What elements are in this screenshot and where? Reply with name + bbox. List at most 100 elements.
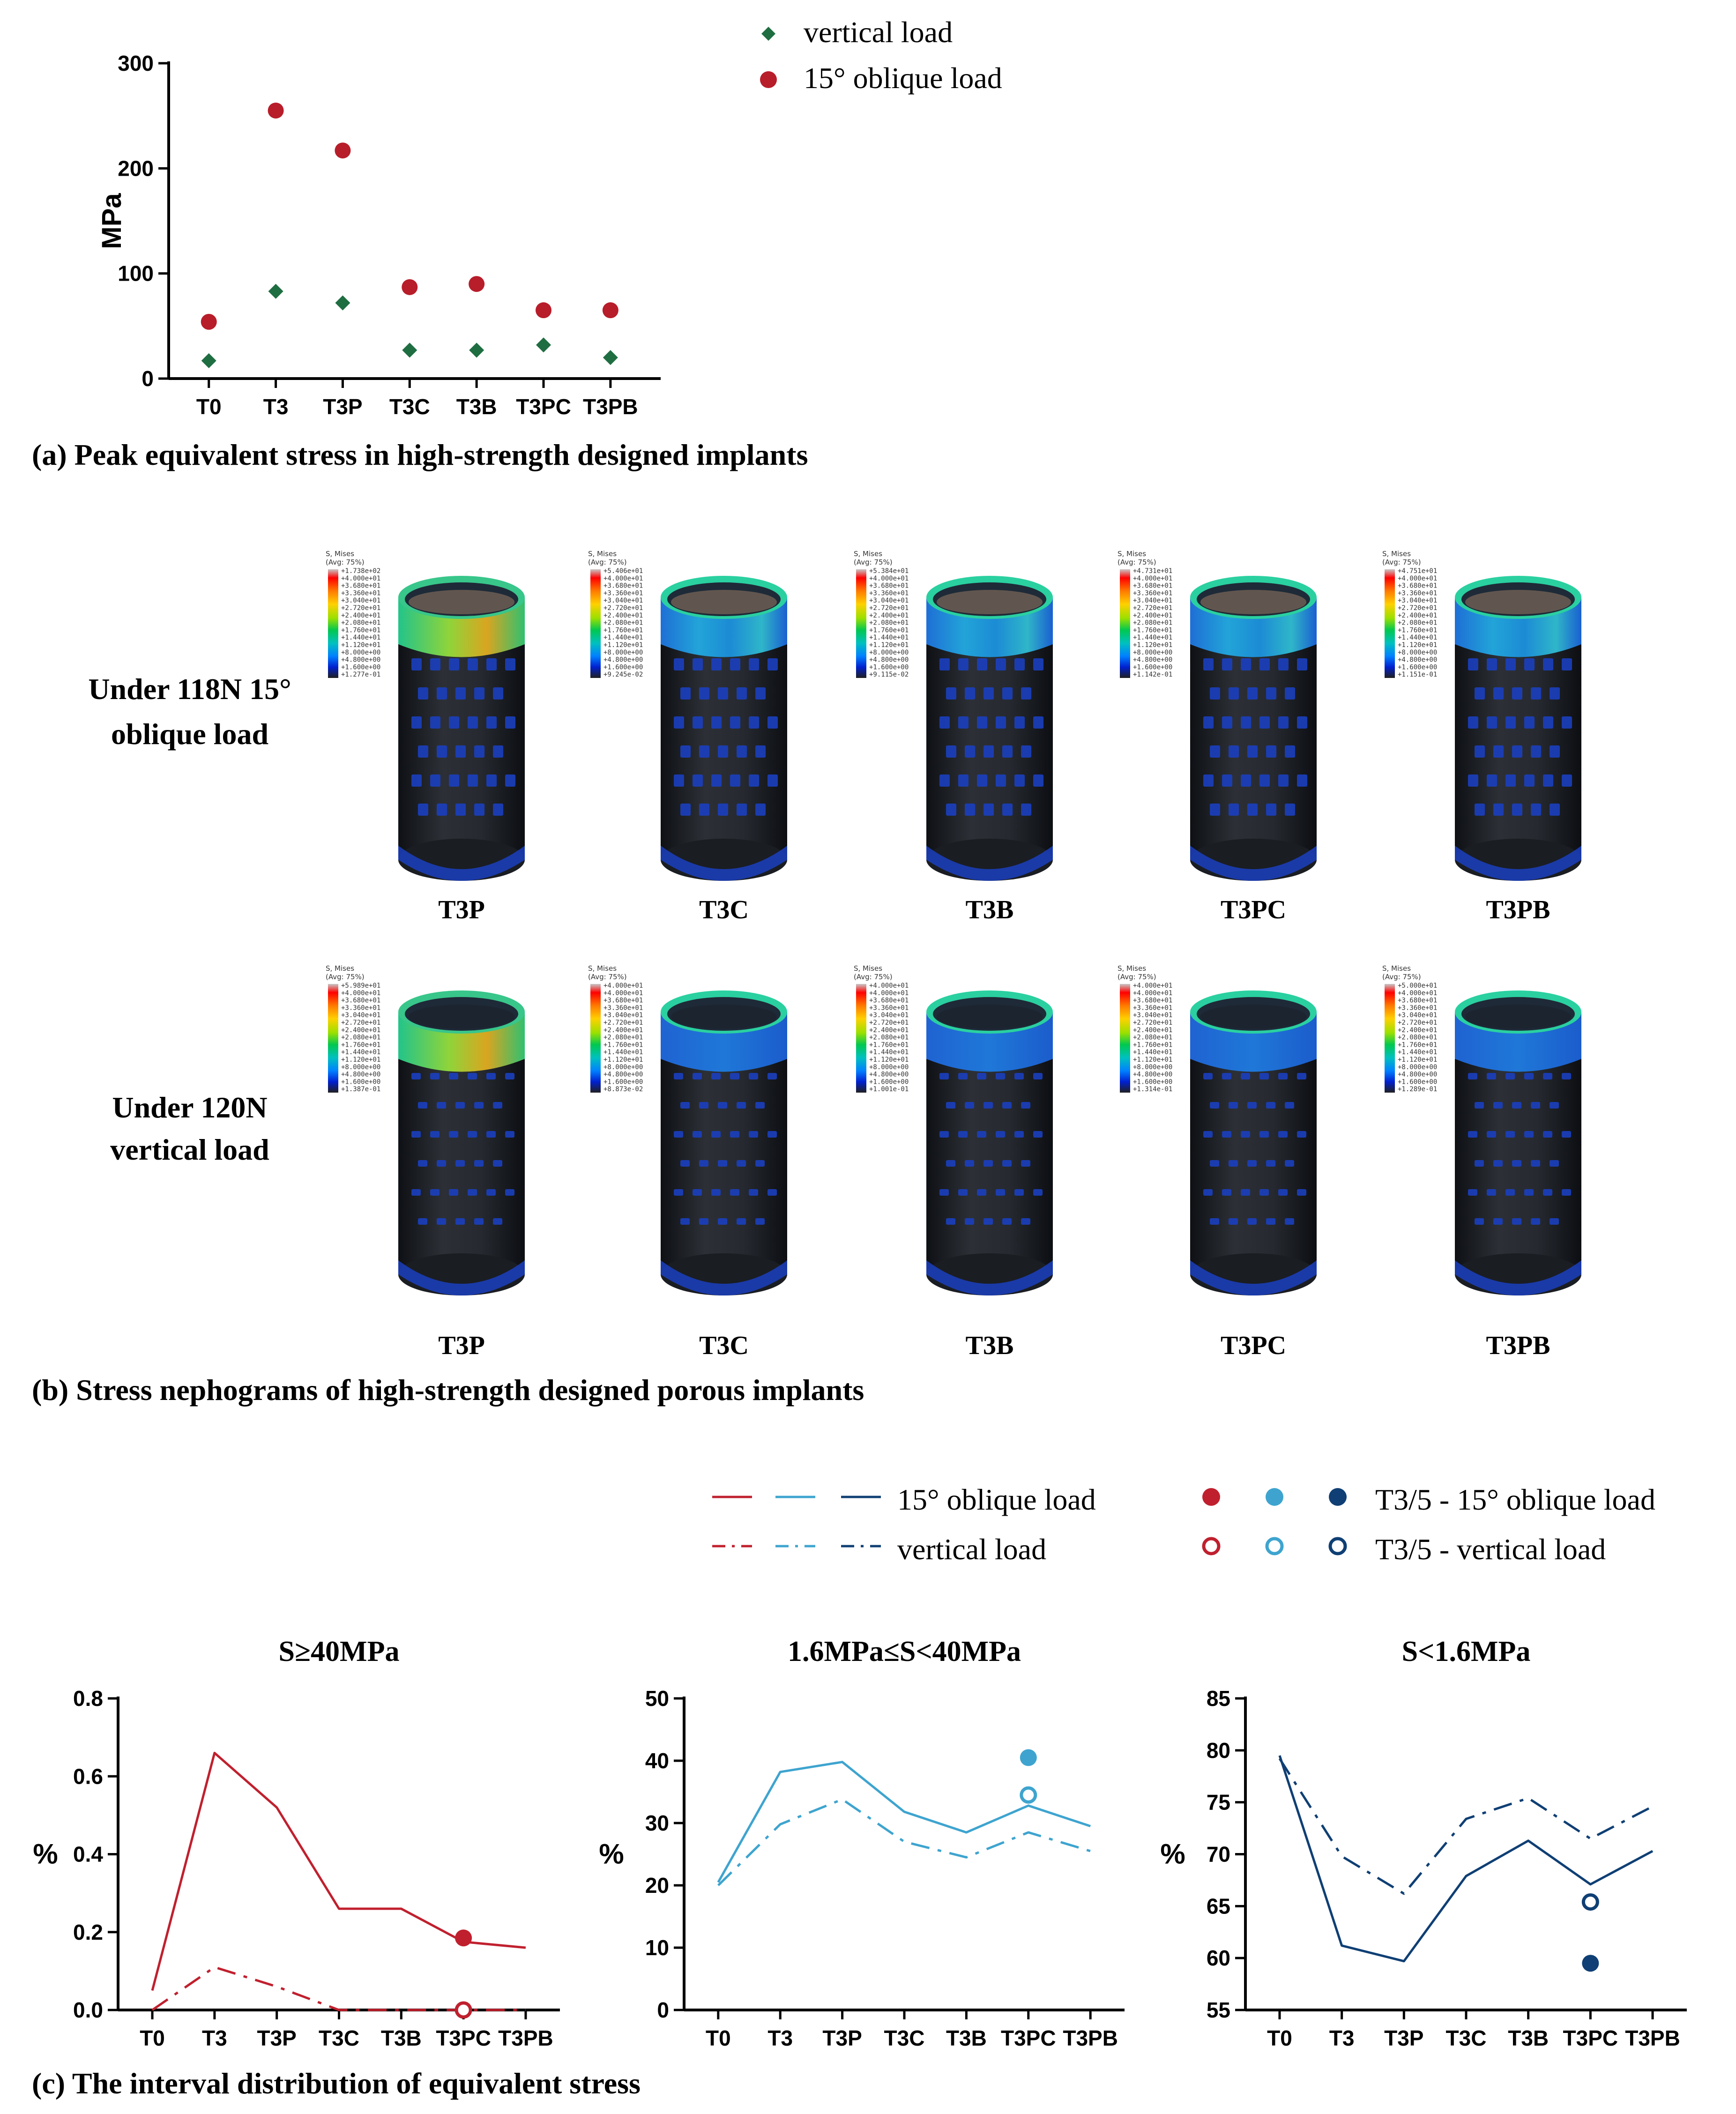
implant-pore bbox=[474, 1102, 484, 1109]
interval-chart-low: 55 60 65 70 75 80 85 T0 T3 T3P T3C T3B T3PC T3PB S<1.6… bbox=[1160, 1636, 1687, 2050]
implant-pore bbox=[1487, 1131, 1496, 1138]
implant-pore bbox=[755, 1102, 765, 1109]
implant-bottom-band bbox=[661, 846, 787, 881]
implant-pore bbox=[1512, 687, 1522, 700]
colorbar-value: +2.400e+01 bbox=[1133, 1027, 1172, 1034]
implant-pore bbox=[493, 804, 503, 816]
colorbar-value: +4.000e+01 bbox=[341, 575, 380, 582]
implant-pore bbox=[1468, 1073, 1477, 1079]
t35-oblique-point bbox=[1582, 1955, 1599, 1972]
colorbar-value: +2.720e+01 bbox=[1133, 1019, 1172, 1027]
colorbar-value: +2.400e+01 bbox=[1133, 612, 1172, 619]
oblique-load-point bbox=[335, 142, 351, 159]
panel-c-caption: (c) The interval distribution of equival… bbox=[32, 2067, 641, 2100]
implant-pore bbox=[1033, 658, 1043, 670]
nephogram-t3pb-oblique: S, Mises(Avg: 75%)+4.751e+01+4.000e+01+3… bbox=[1382, 550, 1581, 924]
colorbar-value: +4.000e+01 bbox=[869, 575, 909, 582]
colorbar-value: +2.080e+01 bbox=[1133, 619, 1172, 627]
colorbar-value: +1.600e+00 bbox=[341, 1078, 380, 1086]
colorbar-value: +4.000e+01 bbox=[869, 990, 909, 997]
implant-pore bbox=[486, 1131, 496, 1138]
colorbar-value: +1.120e+01 bbox=[341, 1056, 380, 1064]
y-tick-label: 10 bbox=[645, 1935, 669, 1960]
implant-pore bbox=[1278, 716, 1289, 729]
x-tick-label: T3PB bbox=[1063, 2026, 1118, 2050]
colorbar-value: +3.680e+01 bbox=[1398, 582, 1437, 590]
implant-inner-wall bbox=[1465, 590, 1571, 614]
chart-title: S≥40MPa bbox=[279, 1636, 400, 1667]
colorbar-value: +4.800e+00 bbox=[604, 656, 643, 664]
y-axis-label: % bbox=[33, 1839, 58, 1870]
implant-pore bbox=[711, 1073, 721, 1079]
colorbar-value: +2.400e+01 bbox=[604, 612, 643, 619]
x-tick-label: T3PC bbox=[1001, 2026, 1056, 2050]
implant-pore bbox=[711, 1131, 721, 1138]
implant-pore bbox=[939, 774, 950, 787]
implant-pore bbox=[977, 1073, 986, 1079]
implant-pore bbox=[1524, 1131, 1534, 1138]
colorbar-value: +2.720e+01 bbox=[869, 1019, 909, 1027]
x-tick-label: T3 bbox=[263, 395, 289, 419]
implant-pore bbox=[730, 1189, 739, 1196]
implant-pore bbox=[1512, 1218, 1521, 1225]
implant-pore bbox=[455, 1102, 465, 1109]
colorbar-value: +2.720e+01 bbox=[1133, 604, 1172, 612]
colorbar-value: +1.120e+01 bbox=[1133, 1056, 1172, 1064]
x-tick-label: T3PB bbox=[1625, 2026, 1680, 2050]
implant-pore bbox=[958, 716, 969, 729]
implant-pore bbox=[1505, 1131, 1515, 1138]
y-tick-label: 200 bbox=[118, 156, 154, 180]
implant-inner-wall bbox=[671, 590, 777, 614]
implant-pore bbox=[411, 774, 422, 787]
implant-pore bbox=[474, 687, 484, 700]
implant-label: T3C bbox=[699, 1331, 749, 1360]
implant-pore bbox=[1266, 804, 1276, 816]
y-tick-label: 0.2 bbox=[73, 1920, 103, 1944]
implant-pore bbox=[674, 1189, 683, 1196]
implant-pore bbox=[946, 1218, 955, 1225]
y-axis-label: % bbox=[1160, 1839, 1185, 1870]
colorbar-value: +3.040e+01 bbox=[341, 597, 380, 604]
implant-pore bbox=[1524, 716, 1535, 729]
nephogram-t3c-oblique: S, Mises(Avg: 75%)+5.406e+01+4.000e+01+3… bbox=[588, 550, 787, 924]
colorbar-value: +1.120e+01 bbox=[1398, 641, 1437, 649]
implant-pore bbox=[1222, 774, 1232, 787]
implant-pore bbox=[430, 1131, 440, 1138]
x-tick-label: T3B bbox=[946, 2026, 987, 2050]
colorbar-value: +8.000e+00 bbox=[1398, 649, 1437, 656]
colorbar-value: +1.760e+01 bbox=[1133, 626, 1172, 634]
implant-pore bbox=[1002, 745, 1013, 758]
implant-pore bbox=[730, 716, 740, 729]
x-tick-label: T3B bbox=[1508, 2026, 1549, 2050]
colorbar-value: +8.000e+00 bbox=[341, 649, 380, 656]
colorbar-value: +1.277e-01 bbox=[341, 671, 380, 678]
implant-pore bbox=[983, 804, 994, 816]
implant-pore bbox=[755, 745, 766, 758]
implant-pore bbox=[1493, 1160, 1503, 1167]
implant-pore bbox=[505, 658, 515, 670]
implant-pore bbox=[1241, 1073, 1250, 1079]
implant-pore bbox=[1475, 1160, 1484, 1167]
implant-pore bbox=[1222, 716, 1232, 729]
implant-pore bbox=[455, 1160, 465, 1167]
implant-pore bbox=[430, 1073, 440, 1079]
implant-pore bbox=[437, 745, 447, 758]
legend-t35-vertical-label: T3/5 - vertical load bbox=[1375, 1533, 1606, 1566]
implant-pore bbox=[411, 658, 422, 670]
implant-pore bbox=[1021, 1102, 1030, 1109]
nephogram-t3p-oblique: S, Mises(Avg: 75%)+1.738e+02+4.000e+01+3… bbox=[326, 550, 525, 924]
implant-inner-wall bbox=[937, 590, 1043, 614]
colorbar-value: +8.000e+00 bbox=[1133, 649, 1172, 656]
x-tick-label: T3P bbox=[822, 2026, 862, 2050]
colorbar-value: +2.720e+01 bbox=[869, 604, 909, 612]
colorbar-value: +5.989e+01 bbox=[341, 982, 380, 990]
colorbar-value: +4.000e+01 bbox=[1398, 575, 1437, 582]
colorbar-value: +1.440e+01 bbox=[1398, 634, 1437, 641]
implant-pore bbox=[749, 1073, 758, 1079]
colorbar-value: +4.751e+01 bbox=[1398, 567, 1437, 575]
x-tick-label: T3B bbox=[381, 2026, 422, 2050]
implant-pore bbox=[1247, 1160, 1257, 1167]
nephogram-t3pc-oblique: S, Mises(Avg: 75%)+4.731e+01+4.000e+01+3… bbox=[1118, 550, 1317, 924]
implant-pore bbox=[418, 804, 428, 816]
implant-pore bbox=[455, 745, 466, 758]
